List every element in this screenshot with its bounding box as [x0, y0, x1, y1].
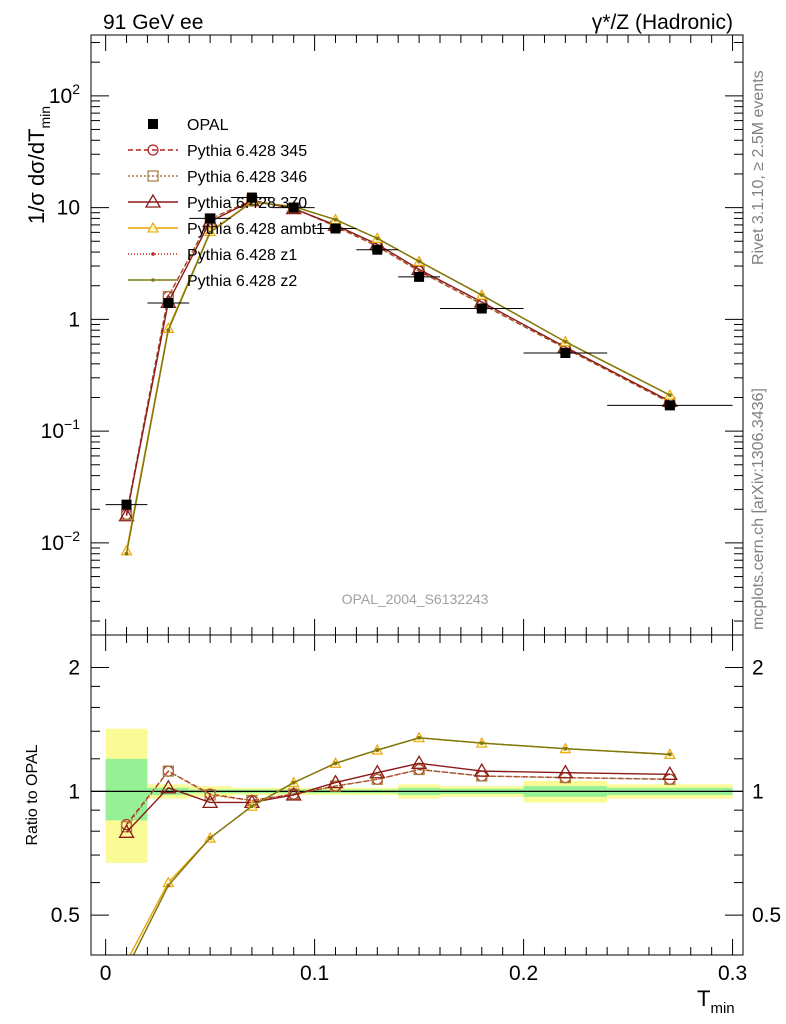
data-point-4	[288, 202, 299, 213]
ratio-series-5-point-8	[479, 741, 484, 745]
main-y-tick-label-0: 102	[49, 81, 80, 108]
main-series-5-point-10	[668, 393, 672, 397]
ratio-series-2-point-9	[557, 764, 574, 779]
data-point-2	[205, 213, 216, 224]
main-y-tick-label-3: 10−1	[41, 416, 81, 443]
legend-label-4: Pythia 6.428 ambt1	[187, 221, 325, 238]
ratio-series-2-point-6	[369, 764, 386, 779]
legend-label-5: Pythia 6.428 z1	[187, 247, 297, 264]
legend-marker-0	[148, 119, 158, 129]
legend-marker-3	[144, 193, 162, 208]
ratio-series-5-point-7	[417, 735, 421, 740]
ratio-series-1-point-1	[162, 765, 174, 777]
ratio-series-2-point-2	[201, 794, 219, 809]
data-point-1	[163, 298, 174, 309]
ratio-series-line-2	[125, 762, 670, 833]
legend-marker-1	[147, 144, 159, 156]
analysis-id: OPAL_2004_S6132243	[342, 591, 489, 607]
main-series-5-point-2	[208, 230, 212, 235]
legend-marker-6	[151, 278, 155, 282]
main-y-tick-label-1: 10	[57, 197, 80, 220]
ratio-uncertainty-bands	[91, 728, 743, 863]
main-y-tick-label-2: 1	[68, 308, 80, 331]
ratio-series-3-point-0	[122, 957, 132, 966]
main-y-tick-label-4: 10−2	[41, 528, 81, 555]
main-series-5-point-5	[333, 217, 338, 222]
ratio-series-2-point-7	[410, 755, 428, 769]
data-point-0	[121, 499, 132, 510]
ratio-series-5-point-1	[166, 883, 171, 888]
ratio-series-5-point-5	[333, 761, 338, 766]
ratio-series-2-point-4	[285, 786, 302, 801]
main-series-5-point-6	[375, 236, 380, 241]
legend-label-1: Pythia 6.428 345	[187, 143, 307, 160]
ratio-series-2-point-8	[473, 762, 490, 777]
ratio-series-5-point-3	[250, 804, 254, 809]
main-series-5-point-0	[124, 551, 129, 556]
ratio-series-1-point-7	[413, 763, 425, 776]
main-series-5-point-8	[479, 293, 484, 297]
legend-marker-4	[147, 221, 159, 233]
ratio-y-tick-label-left-1: 1	[68, 780, 80, 803]
ratio-y-axis-label: Ratio to OPAL	[24, 744, 41, 845]
header-left: 91 GeV ee	[103, 11, 203, 34]
main-series-5-point-1	[166, 328, 171, 332]
main-y-axis-label: 1/σ dσ/dTmin	[24, 106, 53, 224]
ratio-series-4-point-0	[125, 967, 129, 971]
header-right: γ*/Z (Hadronic)	[592, 11, 733, 34]
legend-label-3: Pythia 6.428 370	[187, 195, 307, 212]
data-point-8	[476, 303, 487, 314]
ratio-series-2-point-1	[160, 779, 177, 794]
ratio-y-tick-label-right-2: 2	[752, 657, 764, 680]
main-series-5-point-7	[417, 259, 421, 264]
ratio-series-1-point-6	[371, 773, 383, 785]
x-tick-label-1: 0.1	[300, 962, 329, 985]
ratio-band-inner-0	[105, 758, 148, 821]
main-series-line-1	[125, 199, 671, 515]
ratio-series-line-3	[129, 737, 670, 955]
x-tick-label-0: 0	[100, 962, 112, 985]
ratio-panel	[118, 731, 678, 971]
legend: OPAL Pythia 6.428 345 Pythia 6.428 346 Pyth…	[128, 117, 325, 290]
data-point-7	[414, 271, 425, 282]
main-series-2-point-0	[118, 507, 135, 522]
ratio-series-2-point-5	[327, 774, 344, 789]
rivet-label: Rivet 3.1.10, ≥ 2.5M events	[750, 70, 767, 265]
ratio-series-5-point-2	[208, 836, 212, 840]
legend-label-6: Pythia 6.428 z2	[187, 273, 297, 290]
ratio-y-tick-label-right-0: 0.5	[752, 904, 781, 927]
ratio-series-5-point-4	[291, 780, 296, 785]
legend-label-2: Pythia 6.428 346	[187, 169, 307, 186]
ratio-frame	[90, 634, 744, 956]
ratio-series-1-point-2	[204, 789, 216, 801]
ratio-y-tick-label-right-1: 1	[752, 780, 764, 803]
main-series-5-point-9	[563, 339, 568, 344]
main-panel	[105, 192, 733, 556]
x-tick-label-2: 0.2	[509, 962, 538, 985]
data-point-5	[330, 223, 341, 234]
legend-label-0: OPAL	[187, 117, 229, 134]
x-axis-label: Tmin	[697, 986, 735, 1017]
data-point-9	[560, 348, 571, 359]
ratio-series-5-point-6	[375, 748, 380, 752]
mcplots-label: mcplots.cern.ch [arXiv:1306.3436]	[750, 388, 767, 630]
ratio-series-5-point-0	[125, 967, 129, 971]
data-point-6	[372, 244, 383, 255]
legend-marker-2	[147, 170, 159, 182]
ratio-series-1-point-5	[329, 780, 342, 792]
ratio-series-2-point-10	[661, 766, 678, 780]
ratio-series-line-1	[125, 768, 670, 828]
ratio-series-2-point-0	[118, 824, 135, 838]
axes: 0 0.1 0.2 0.3 102 10 1 10−1 10−2 0.5 0.5 1 1 2 2	[41, 34, 781, 985]
data-point-10	[664, 400, 675, 411]
legend-marker-5	[151, 252, 155, 256]
data-point-3	[246, 192, 257, 203]
ratio-series-5-point-9	[563, 746, 568, 751]
x-tick-label-3: 0.3	[718, 962, 747, 985]
ratio-y-tick-label-left-0: 0.5	[51, 904, 80, 927]
ratio-y-tick-label-left-2: 2	[68, 657, 80, 680]
ratio-series-5-point-10	[668, 752, 672, 757]
